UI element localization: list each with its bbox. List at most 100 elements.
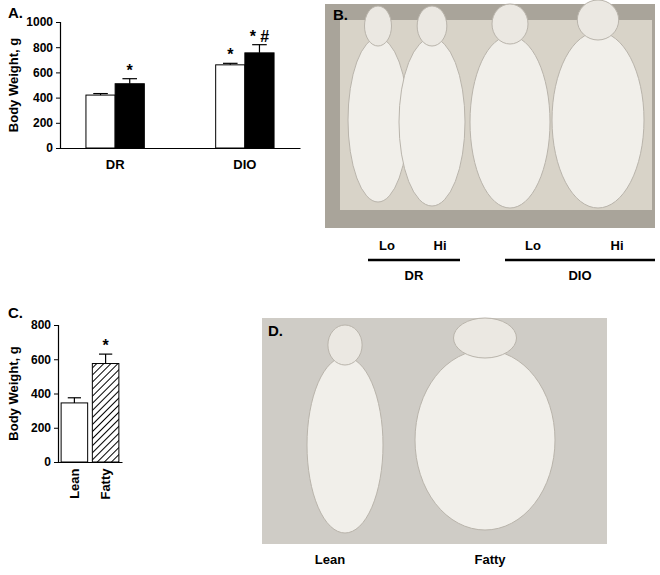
y-tick: 800 xyxy=(31,318,58,332)
y-tick: 200 xyxy=(33,116,60,130)
photo-shape xyxy=(470,36,550,208)
x-tick: Lean xyxy=(67,462,82,499)
bar xyxy=(216,65,245,148)
photo-shape xyxy=(454,318,517,358)
error-bar xyxy=(252,45,267,53)
photo-caption: Lean xyxy=(315,552,345,567)
panel-label: C. xyxy=(8,304,23,321)
photo-shape xyxy=(415,350,555,530)
x-tick-label: DR xyxy=(106,157,125,172)
error-bar xyxy=(99,354,112,363)
significance-mark: * xyxy=(102,337,109,354)
annotations: *** # xyxy=(127,28,270,79)
error-bar xyxy=(68,398,81,403)
photo-shape xyxy=(492,4,528,44)
x-tick-label: DIO xyxy=(233,157,256,172)
y-tick-mark xyxy=(54,359,58,360)
photo-group-caption: DIO xyxy=(568,268,591,283)
y-axis-line xyxy=(54,326,59,463)
y-tick-mark xyxy=(56,72,60,73)
panel-label: B. xyxy=(333,6,348,23)
error-bar-cap xyxy=(68,397,81,398)
y-tick-label: 800 xyxy=(31,318,51,332)
bar xyxy=(92,364,119,462)
y-tick: 800 xyxy=(33,41,60,55)
y-tick-label: 200 xyxy=(33,116,53,130)
chart-0: A. 0 200 400 600 800 1000 Body Weight, g DR DIO * *… xyxy=(6,4,301,172)
photo xyxy=(262,318,607,544)
significance-mark: * # xyxy=(250,28,270,45)
error-bar xyxy=(223,63,238,65)
photo-caption: Fatty xyxy=(474,552,506,567)
y-tick: 200 xyxy=(31,421,58,435)
photo-shape xyxy=(328,325,362,365)
y-tick-mark xyxy=(54,394,58,395)
plot-area xyxy=(86,45,274,148)
photo-caption: Hi xyxy=(434,238,447,253)
bar xyxy=(245,53,274,148)
x-tick-label: Lean xyxy=(67,468,82,498)
bar xyxy=(115,84,144,148)
error-bar-stem xyxy=(105,354,106,363)
x-tick: Fatty xyxy=(98,462,113,500)
y-axis: 0 200 400 600 800 xyxy=(31,318,59,469)
photo-panel-d: D. Lean Fatty xyxy=(262,318,607,567)
y-tick-mark xyxy=(56,123,60,124)
y-tick-mark xyxy=(56,47,60,48)
error-bar-cap xyxy=(93,93,108,94)
y-tick-mark xyxy=(54,325,58,326)
bar xyxy=(61,403,88,462)
y-tick-label: 400 xyxy=(31,387,51,401)
y-tick: 600 xyxy=(33,66,60,80)
y-tick-label: 800 xyxy=(33,41,53,55)
photo-shape xyxy=(307,357,383,533)
photo-shape xyxy=(552,32,644,208)
y-tick: 400 xyxy=(31,387,58,401)
plot-area xyxy=(61,354,119,462)
photo-group-caption: DR xyxy=(405,268,424,283)
photo-caption: Lo xyxy=(379,238,395,253)
y-tick-mark xyxy=(56,22,60,23)
y-tick-label: 600 xyxy=(33,66,53,80)
photo-shape xyxy=(577,0,618,40)
y-tick-mark xyxy=(56,148,60,149)
bar xyxy=(86,95,115,148)
chart-1: C. 0 200 400 600 800 Body Weight, g Lean Fatty * xyxy=(6,304,123,500)
y-axis-line xyxy=(56,23,61,149)
y-tick-label: 200 xyxy=(31,421,51,435)
photo-caption: Hi xyxy=(611,238,624,253)
photo-caption: Lo xyxy=(525,238,541,253)
error-bar-stem xyxy=(259,45,260,53)
photo-shape xyxy=(399,38,465,206)
x-axis: DR DIO xyxy=(61,148,301,172)
y-tick: 600 xyxy=(31,353,58,367)
y-tick: 0 xyxy=(46,141,60,155)
x-axis: Lean Fatty xyxy=(59,462,123,500)
photo-shape xyxy=(417,6,447,46)
y-tick-label: 600 xyxy=(31,353,51,367)
photo-panel-b: B. Lo Hi DR Lo Hi DIO xyxy=(325,0,655,283)
error-bar xyxy=(93,94,108,96)
panel-label: D. xyxy=(268,322,283,339)
photo-table xyxy=(340,20,652,210)
group-bracket xyxy=(368,259,460,262)
error-bar-stem xyxy=(74,398,75,403)
y-axis-title: Body Weight, g xyxy=(6,346,21,440)
y-tick: 400 xyxy=(33,91,60,105)
y-tick-label: 0 xyxy=(44,455,51,469)
y-axis: 0 200 400 600 800 1000 xyxy=(26,15,60,155)
error-bar-stem xyxy=(129,79,130,84)
group-bracket xyxy=(505,259,655,262)
y-tick-label: 400 xyxy=(33,91,53,105)
figure-svg: B. Lo Hi DR Lo Hi DIO D. Lean Fatty A. 0 200 400 600 80… xyxy=(0,0,660,575)
y-tick-mark xyxy=(56,98,60,99)
x-tick: DIO xyxy=(233,148,256,172)
panel-label: A. xyxy=(8,4,23,21)
y-axis-title: Body Weight, g xyxy=(6,38,21,132)
y-tick-mark xyxy=(54,428,58,429)
annotations: * xyxy=(102,337,109,354)
x-tick-label: Fatty xyxy=(98,468,113,500)
photo-shape xyxy=(365,6,392,46)
significance-mark: * xyxy=(227,46,234,63)
y-tick-label: 1000 xyxy=(26,15,53,29)
